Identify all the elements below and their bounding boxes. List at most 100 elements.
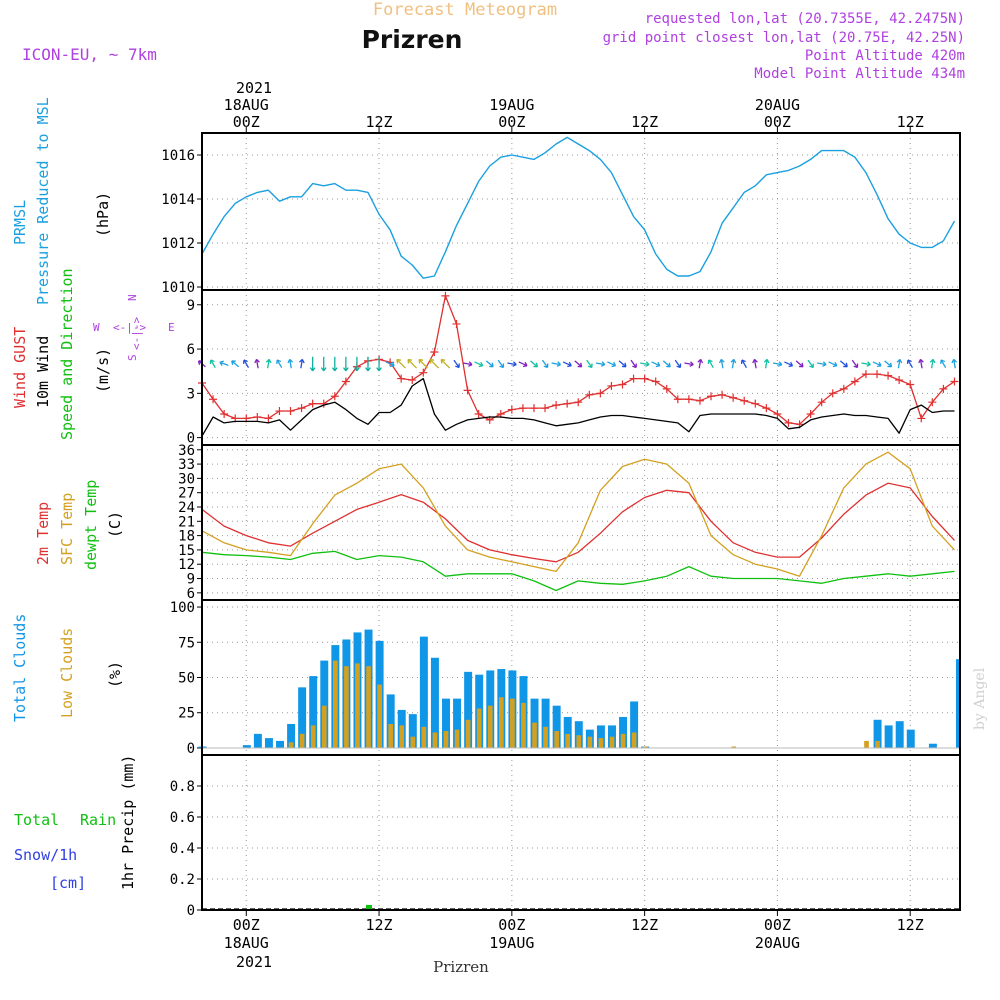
t2m-line xyxy=(201,482,955,563)
wind-arrow xyxy=(242,359,250,369)
total-cloud-bar xyxy=(956,659,960,748)
gust-marker xyxy=(474,410,483,418)
gust-marker xyxy=(651,377,660,386)
wind-arrow xyxy=(562,361,572,368)
gust-marker xyxy=(806,410,815,418)
gust-marker xyxy=(264,414,273,423)
wind-arrow xyxy=(485,360,494,368)
wind-arrow xyxy=(828,361,838,368)
gust-marker xyxy=(529,404,538,413)
top-date-label: 20AUG xyxy=(755,96,800,114)
wind-arrow-head xyxy=(440,358,446,364)
low-cloud-bar xyxy=(620,733,626,748)
wind-arrow-head xyxy=(853,363,859,369)
low-cloud-bar xyxy=(310,725,316,748)
wind-arrow-shaft xyxy=(300,359,304,369)
compass-s: S xyxy=(126,354,139,361)
wind-arrow xyxy=(276,359,283,369)
bottom-tick-label: 12Z xyxy=(631,916,658,934)
wind-arrow-head xyxy=(843,362,848,368)
wind-arrow-head xyxy=(718,358,725,364)
wind-arrow-shaft xyxy=(662,360,671,368)
gust-marker xyxy=(220,410,229,418)
y-tick-label-p1: 1010 xyxy=(161,280,195,296)
gust-marker xyxy=(297,404,306,413)
wind-arrow xyxy=(896,358,903,369)
wind-arrow-head xyxy=(287,358,294,364)
wind-arrow-head xyxy=(390,361,395,368)
wind-arrow-shaft xyxy=(607,361,616,367)
super-title: Forecast Meteogram xyxy=(373,0,557,20)
low-cloud-bar xyxy=(366,666,371,748)
wind-arrow-shaft xyxy=(418,359,429,369)
wind-arrow-head xyxy=(645,361,650,367)
t2m-label: 2m Temp xyxy=(34,502,52,565)
watermark: by Angel xyxy=(972,667,988,730)
wind-arrow-shaft xyxy=(940,359,947,369)
low-cloud-bar xyxy=(355,663,360,748)
panel-1-labels: PRMSL Pressure Reduced to MSL (hPa) xyxy=(11,97,112,305)
wind-arrow-head xyxy=(822,361,827,367)
wind-arrow-head xyxy=(940,359,946,364)
wind-arrow xyxy=(231,360,240,368)
gust-marker xyxy=(673,395,682,404)
gust-marker xyxy=(253,412,262,421)
total-cloud-bar xyxy=(242,745,251,748)
wind-arrow-head xyxy=(906,359,912,364)
wind-arrow-shaft xyxy=(764,359,768,369)
model-label: ICON-EU, ~ 7km xyxy=(22,45,157,64)
rain-label: Rain xyxy=(80,811,116,829)
gust-marker xyxy=(817,398,826,407)
gust-marker xyxy=(330,392,339,401)
wind-arrow-head xyxy=(676,363,682,369)
low-cloud-bar xyxy=(321,705,327,748)
wind-arrow-head xyxy=(929,358,936,364)
wind-arrow-head xyxy=(429,358,435,364)
wind-arrow-head xyxy=(543,363,549,369)
low-cloud-bar xyxy=(421,726,427,748)
wind-arrow-shaft xyxy=(930,359,934,369)
gust-marker xyxy=(740,396,749,405)
wind-arrow xyxy=(951,358,958,369)
gust-marker xyxy=(695,396,704,405)
low-cloud-bar xyxy=(410,736,416,748)
wind-arrow xyxy=(407,358,417,369)
panel-5-labels: Total Rain Snow/1h [cm] 1hr Precip (mm) xyxy=(14,755,137,892)
wind-arrow-head xyxy=(407,358,413,364)
wind-arrow-head xyxy=(666,362,671,368)
low-cloud-bar xyxy=(587,736,593,748)
panel-3-labels: 2m Temp SFC Temp dewpt Temp (C) xyxy=(34,480,124,570)
total-cloud-bar xyxy=(430,657,439,748)
low-cloud-bar xyxy=(299,733,305,748)
y-tick-label-p4: 0 xyxy=(187,741,195,757)
wind-arrow xyxy=(740,359,748,369)
wind-arrow-shaft xyxy=(429,359,440,369)
wind-arrow-head xyxy=(587,363,593,369)
total-cloud-bar xyxy=(596,725,605,748)
wind-arrow-shaft xyxy=(255,359,259,369)
wind-arrow xyxy=(662,360,671,368)
gust-marker xyxy=(850,377,859,386)
y-tick-label-p1: 1014 xyxy=(161,192,195,208)
wind-arrow xyxy=(440,358,451,369)
gust-marker xyxy=(873,370,882,379)
total-cloud-bar xyxy=(298,687,307,748)
gust-marker xyxy=(397,374,406,383)
bottom-date-label: 20AUG xyxy=(755,934,800,952)
low-cloud-bar xyxy=(333,660,338,748)
total-cloud-bar xyxy=(552,705,561,748)
wind-arrow-head xyxy=(396,358,401,364)
wind-arrow xyxy=(474,361,484,368)
y-tick-label-p5: 0.8 xyxy=(170,779,195,795)
wind-arrow-head xyxy=(809,363,814,369)
wind-arrow xyxy=(518,361,528,368)
y-tick-label-p2: 9 xyxy=(187,298,195,314)
wind-arrow-shaft xyxy=(684,362,694,366)
bottom-tick-label: 00Z xyxy=(233,916,260,934)
panel-2-labels: Wind GUST 10m Wind Speed and Direction (… xyxy=(11,268,175,440)
wind-arrow xyxy=(697,358,704,369)
wind-arrow-head xyxy=(887,362,893,368)
wind-arrow-head xyxy=(866,361,871,367)
